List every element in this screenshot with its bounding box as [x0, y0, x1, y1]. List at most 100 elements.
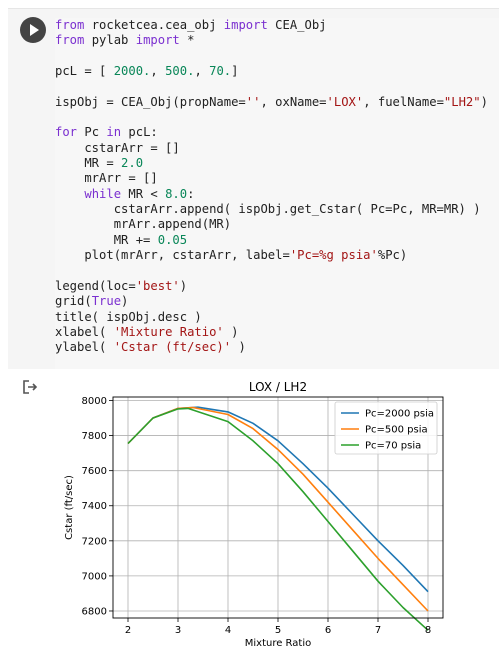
code-line: legend(loc='best') [55, 279, 499, 294]
code-token: %Pc) [377, 248, 408, 263]
code-token: from [55, 33, 85, 48]
chart: 2 3 4 5 6 7 8 6800 7000 7200 7400 7600 7800 8000 LOX /… [64, 380, 444, 649]
x-tick-label: 2 [125, 625, 131, 636]
code-line: xlabel( 'Mixture Ratio' ) [55, 325, 499, 340]
code-token: 2000. [113, 64, 151, 79]
legend-entry: Pc=70 psia [365, 441, 421, 452]
code-line: for Pc in pcL: [55, 125, 499, 140]
code-token: title( ispObj.desc ) [55, 309, 202, 324]
code-token: import [223, 18, 268, 32]
code-token: 0.05 [157, 232, 188, 247]
code-line [55, 110, 499, 125]
cell-output: 2 3 4 5 6 7 8 6800 7000 7200 7400 7600 7800 8000 LOX /… [8, 369, 499, 665]
code-token: pcL = [ [55, 64, 114, 79]
code-token: , [194, 64, 210, 79]
code-line [55, 264, 499, 279]
code-token: MR = [55, 156, 122, 171]
code-line: cstarArr = [] [55, 141, 499, 156]
code-token: ) [179, 278, 188, 293]
legend-entry: Pc=500 psia [365, 425, 428, 436]
y-tick-label: 7400 [82, 501, 107, 512]
code-token: ) [480, 94, 488, 109]
code-line: mrArr = [] [55, 171, 499, 186]
x-axis-label: Mixture Ratio [245, 638, 311, 649]
code-token: xlabel( [55, 324, 114, 339]
code-token: True [91, 294, 122, 309]
code-token: "LH2" [443, 94, 481, 109]
code-token: mrArr = [] [55, 171, 158, 186]
code-line [55, 356, 499, 370]
code-token: import [135, 33, 180, 48]
code-line: mrArr.append(MR) [55, 217, 499, 232]
code-token: for [55, 125, 78, 140]
x-tick-label: 7 [375, 625, 381, 636]
code-line: from pylab import * [55, 33, 499, 48]
y-tick-label: 6800 [82, 606, 107, 617]
code-token: cstarArr = [] [55, 140, 180, 155]
code-token: ylabel( [55, 340, 114, 355]
code-line: while MR < 8.0: [55, 187, 499, 202]
code-token: cstarArr.append( ispObj.get_Cstar( Pc=Pc… [55, 202, 481, 217]
play-icon [30, 24, 39, 36]
code-token: : [187, 186, 195, 201]
x-tick-label: 3 [175, 625, 181, 636]
y-tick-label: 8000 [82, 396, 107, 407]
code-line: MR += 0.05 [55, 233, 499, 248]
code-token: , oxName= [260, 94, 327, 109]
code-line: ylabel( 'Cstar (ft/sec)' ) [55, 340, 499, 355]
code-token: from [55, 18, 85, 32]
code-token: rocketcea.cea_obj [84, 18, 224, 32]
code-token: , [150, 64, 166, 79]
code-line: grid(True) [55, 294, 499, 309]
code-token: grid( [55, 294, 92, 309]
series-line [127, 407, 429, 631]
code-token: ) [231, 340, 246, 355]
y-axis-label: Cstar (ft/sec) [64, 475, 75, 540]
code-token: , fuelName= [363, 94, 444, 109]
code-token: legend(loc= [55, 278, 136, 293]
code-token: 'LOX' [326, 94, 364, 109]
code-token: ispObj = CEA_Obj(propName= [55, 94, 246, 109]
y-tick-label: 7800 [82, 431, 107, 442]
output-arrow-icon[interactable] [22, 379, 38, 395]
code-line: pcL = [ 2000., 500., 70.] [55, 64, 499, 79]
x-tick-label: 6 [325, 625, 331, 636]
code-line: cstarArr.append( ispObj.get_Cstar( Pc=Pc… [55, 202, 499, 217]
code-token: pylab [84, 33, 136, 48]
y-tick-label: 7600 [82, 466, 107, 477]
code-token: 500. [165, 64, 195, 79]
code-token: pcL: [121, 125, 158, 140]
code-token: 8.0 [165, 186, 188, 201]
code-token: 'Mixture Ratio' [113, 324, 224, 339]
x-tick-label: 4 [225, 625, 231, 636]
code-line: MR = 2.0 [55, 156, 499, 171]
code-token: mrArr.append(MR) [55, 217, 232, 232]
code-line [55, 79, 499, 94]
code-token: 2.0 [121, 156, 144, 171]
code-token: MR += [55, 232, 158, 247]
y-tick-label: 7200 [82, 536, 107, 547]
code-token: ] [231, 64, 239, 79]
code-token: 'best' [135, 278, 180, 293]
y-tick-label: 7000 [82, 571, 107, 582]
code-line: ispObj = CEA_Obj(propName='', oxName='LO… [55, 95, 499, 110]
code-token: while [84, 186, 122, 201]
code-token: 'Cstar (ft/sec)' [113, 340, 232, 355]
code-token: ) [223, 324, 239, 339]
code-token: 70. [209, 64, 232, 79]
chart-title: LOX / LH2 [249, 380, 307, 394]
legend-box [334, 401, 438, 455]
code-line: from rocketcea.cea_obj import CEA_Obj [55, 18, 499, 33]
code-token: plot(mrArr, cstarArr, label= [55, 248, 290, 263]
code-token: 'Pc=%g psia' [289, 248, 378, 263]
x-tick-label: 5 [275, 625, 281, 636]
code-editor[interactable]: from rocketcea.cea_obj import CEA_Obj fro… [55, 18, 499, 370]
code-line: title( ispObj.desc ) [55, 310, 499, 325]
legend-entry: Pc=2000 psia [365, 409, 434, 420]
run-cell-button[interactable] [20, 17, 46, 43]
code-token: MR < [121, 186, 166, 201]
code-token: CEA_Obj [267, 18, 327, 32]
code-token: '' [245, 94, 261, 109]
code-token [55, 187, 84, 201]
code-line: plot(mrArr, cstarArr, label='Pc=%g psia'… [55, 248, 499, 263]
